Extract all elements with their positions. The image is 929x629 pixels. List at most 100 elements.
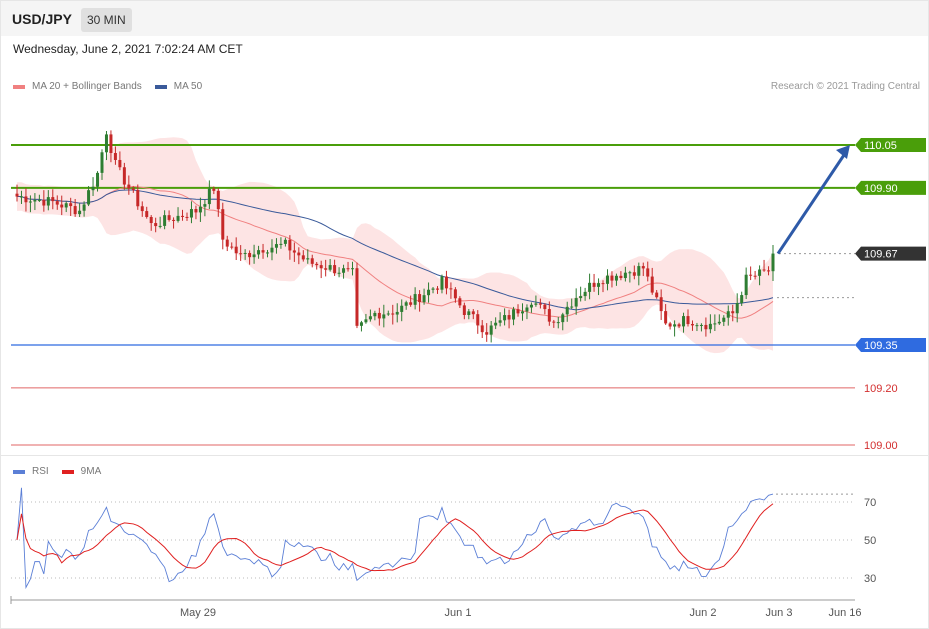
candle-body (104, 134, 108, 153)
candle-body (708, 323, 712, 330)
price-label-110.05: 110.05 (864, 140, 897, 152)
candle-body (771, 253, 775, 272)
candle-body (163, 215, 167, 226)
candle-body (614, 275, 618, 281)
ma20-legend-label: MA 20 + Bollinger Bands (32, 81, 142, 92)
candle-body (78, 210, 82, 215)
candle-body (565, 306, 569, 315)
candle-body (337, 272, 341, 274)
candle-body (64, 203, 68, 208)
candle-body (592, 282, 596, 287)
candle-body (203, 204, 207, 207)
candle-body (69, 203, 73, 207)
candle-body (717, 321, 721, 324)
candle-body (453, 289, 457, 299)
price-label-109.90: 109.90 (864, 183, 898, 195)
candle-body (221, 209, 225, 240)
candle-body (722, 317, 726, 322)
candle-body (449, 288, 453, 290)
candle-body (431, 288, 435, 290)
candle-body (82, 204, 86, 211)
candle-body (306, 258, 310, 260)
price-label-109.00: 109.00 (864, 440, 898, 452)
price-tag-110.05 (855, 138, 926, 152)
candle-body (579, 296, 583, 299)
candle-body (749, 274, 753, 276)
candle-body (440, 276, 444, 290)
x-tick-label: Jun 3 (766, 607, 793, 619)
rsi-tick-label: 70 (864, 497, 876, 509)
candle-body (46, 197, 50, 206)
candle-body (158, 225, 162, 227)
candle-body (42, 199, 46, 206)
candle-body (435, 288, 439, 290)
candle-body (471, 311, 475, 315)
candle-body (628, 272, 632, 274)
candle-body (185, 216, 189, 218)
candle-body (181, 215, 185, 217)
candle-body (261, 250, 265, 253)
candle-body (386, 313, 390, 315)
candle-body (28, 201, 32, 203)
price-legend: MA 20 + Bollinger Bands MA 50 (13, 81, 215, 92)
candle-body (682, 316, 686, 327)
candle-body (319, 265, 323, 269)
candle-body (55, 201, 59, 205)
ma20-legend-swatch (13, 84, 25, 89)
candle-body (207, 188, 211, 205)
candle-body (373, 312, 377, 317)
candle-body (109, 134, 113, 153)
rsi9ma-legend-swatch (61, 469, 74, 474)
candle-body (427, 289, 431, 296)
candle-body (758, 269, 762, 276)
candle-body (297, 252, 301, 256)
candle-body (288, 239, 292, 251)
candle-body (516, 309, 520, 314)
x-tick-label: Jun 16 (828, 607, 861, 619)
panel-divider (1, 455, 928, 456)
candle-body (189, 209, 193, 218)
candle-body (556, 322, 560, 324)
candle-body (767, 270, 771, 272)
candle-body (489, 325, 493, 335)
candle-body (561, 314, 565, 323)
candle-body (699, 324, 703, 326)
candle-body (51, 197, 55, 202)
candle-body (458, 298, 462, 306)
chart-datetime: Wednesday, June 2, 2021 7:02:24 AM CET (13, 42, 243, 56)
candle-body (333, 265, 337, 274)
candle-body (650, 276, 654, 293)
candle-body (359, 322, 363, 326)
candle-body (73, 206, 77, 215)
candle-body (377, 312, 381, 319)
candle-body (234, 246, 238, 254)
candle-body (243, 252, 247, 254)
candle-body (668, 323, 672, 327)
candle-body (266, 252, 270, 254)
candle-body (60, 204, 64, 208)
candle-body (588, 282, 592, 292)
candle-body (655, 292, 659, 298)
ma20-line (16, 185, 774, 319)
price-tag-109.35 (855, 338, 926, 352)
ma50-line (16, 189, 774, 311)
rsi-legend-label: RSI (32, 466, 49, 477)
candle-body (574, 298, 578, 307)
candle-body (91, 186, 95, 191)
candle-body (355, 268, 359, 326)
candle-body (529, 304, 533, 308)
candle-body (444, 276, 448, 289)
x-tick-label: May 29 (180, 607, 216, 619)
candle-body (605, 275, 609, 284)
candle-body (597, 283, 601, 287)
candle-body (418, 294, 422, 303)
copyright-text: Research © 2021 Trading Central (770, 81, 920, 92)
candle-body (364, 319, 368, 323)
candle-body (100, 152, 104, 173)
candle-body (503, 315, 507, 321)
timeframe-button[interactable]: 30 MIN (81, 8, 132, 32)
rsi-tick-label: 50 (864, 535, 876, 547)
forecast-arrow-line (776, 154, 846, 255)
rsi-tick-label: 30 (864, 573, 876, 585)
